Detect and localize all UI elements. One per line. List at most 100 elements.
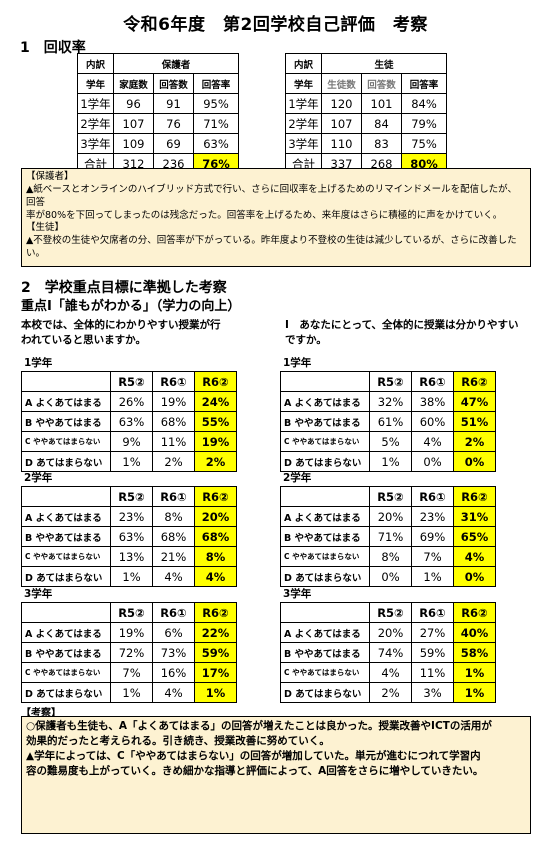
table-row: D あてはまらない 2% 3% 1% [280, 682, 496, 703]
column-header: R6② [194, 371, 237, 392]
cell-highlight: 58% [453, 642, 496, 663]
comment-label-students: 【生徒】 [26, 222, 65, 233]
cell: 59% [411, 642, 454, 663]
row-label: D あてはまらない [280, 566, 370, 587]
cell: 68% [152, 526, 195, 547]
table-row: C ややあてはまらない 7% 16% 17% [21, 662, 237, 683]
column-header: R5② [110, 371, 153, 392]
cell: 6% [152, 622, 195, 643]
cell: 2% [152, 451, 195, 472]
section2-subheading: 重点Ⅰ「誰もがわかる」（学力の向上） [21, 299, 241, 314]
grade-label: 2学年 [24, 472, 53, 484]
grade-label: 1学年 [24, 357, 53, 369]
row-label: 2学年 [285, 113, 322, 134]
cell: 101 [361, 93, 402, 114]
cell: 2% [369, 682, 412, 703]
survey-table-left: R5② R6① R6② A よくあてはまる 19% 6% 22% B ややあてはまる 72% 73… [21, 602, 237, 703]
row-label: D あてはまらない [280, 451, 370, 472]
analysis-text: 容の難易度も上がっていく。きめ細かな指導と評価によって、A回答をさらに増やしてい… [26, 765, 484, 777]
students-question: Ⅰ あなたにとって、全体的に授業は分かりやすい ですか。 [285, 318, 550, 348]
column-header: R6① [411, 486, 454, 507]
col-responses: 回答数 [153, 73, 194, 94]
header-blank [280, 371, 370, 392]
row-label: 1学年 [285, 93, 322, 114]
cell: 73% [152, 642, 195, 663]
cell-highlight: 22% [194, 622, 237, 643]
row-label: 1学年 [77, 93, 114, 114]
cell: 107 [321, 113, 362, 134]
row-label: C ややあてはまらない [21, 431, 111, 452]
cell: 3% [411, 682, 454, 703]
table-row: 2学年 107 76 71% [77, 113, 240, 134]
cell: 63% [110, 411, 153, 432]
cell: 23% [411, 506, 454, 527]
cell-highlight: 68% [194, 526, 237, 547]
row-label: C ややあてはまらない [21, 662, 111, 683]
table-row: 2学年 107 84 79% [285, 113, 447, 134]
table-row: 1学年 120 101 84% [285, 93, 447, 114]
table-row: C ややあてはまらない 8% 7% 4% [280, 546, 496, 567]
cell: 61% [369, 411, 412, 432]
row-label: D あてはまらない [21, 451, 111, 472]
cell: 1% [411, 566, 454, 587]
cell: 19% [110, 622, 153, 643]
cell: 32% [369, 391, 412, 412]
row-label: 3学年 [77, 133, 114, 154]
cell: 11% [411, 662, 454, 683]
cell: 1% [110, 682, 153, 703]
cell: 4% [369, 662, 412, 683]
grade-label: 3学年 [24, 588, 53, 600]
column-header: R6② [453, 486, 496, 507]
column-header: R6② [453, 602, 496, 623]
row-label: A よくあてはまる [280, 391, 370, 412]
row-label: D あてはまらない [21, 566, 111, 587]
row-label: A よくあてはまる [280, 506, 370, 527]
cell: 16% [152, 662, 195, 683]
table-row: C ややあてはまらない 4% 11% 1% [280, 662, 496, 683]
cell: 75% [401, 133, 447, 154]
cell-highlight: 19% [194, 431, 237, 452]
row-label: B ややあてはまる [280, 642, 370, 663]
cell: 1% [110, 566, 153, 587]
cell: 1% [369, 451, 412, 472]
column-header: R5② [369, 602, 412, 623]
cell-highlight: 2% [194, 451, 237, 472]
col-students: 生徒数 [321, 73, 362, 94]
cell: 109 [113, 133, 154, 154]
cell-highlight: 1% [453, 682, 496, 703]
analysis-text: ○保護者も生徒も、A「よくあてはまる」の回答が増えたことは良かった。授業改善やI… [26, 720, 492, 732]
row-label: D あてはまらない [21, 682, 111, 703]
col-rate: 回答率 [401, 73, 447, 94]
cell: 91 [153, 93, 194, 114]
analysis-text: 効果的だったと考えられる。引き続き、授業改善に努めていく。 [26, 735, 330, 747]
cell: 27% [411, 622, 454, 643]
cell: 9% [110, 431, 153, 452]
cell: 74% [369, 642, 412, 663]
cell: 63% [110, 526, 153, 547]
cell: 0% [411, 451, 454, 472]
cell: 11% [152, 431, 195, 452]
table-row: B ややあてはまる 72% 73% 59% [21, 642, 237, 663]
column-header: R6① [411, 371, 454, 392]
table-row: 3学年 109 69 63% [77, 133, 240, 154]
section1-heading: 1 回収率 [20, 40, 86, 56]
cell: 83 [361, 133, 402, 154]
row-label: B ややあてはまる [21, 411, 111, 432]
column-header: R6② [453, 371, 496, 392]
col-households: 家庭数 [113, 73, 154, 94]
cell: 71% [369, 526, 412, 547]
col-grade: 学年 [77, 73, 114, 94]
question-line: われていると思いますか。 [21, 334, 146, 346]
question-line: 本校では、全体的にわかりやすい授業が行 [21, 319, 221, 331]
col-rate: 回答率 [192, 73, 240, 94]
cell-highlight: 4% [453, 546, 496, 567]
cell-highlight: 55% [194, 411, 237, 432]
survey-table-left: R5② R6① R6② A よくあてはまる 23% 8% 20% B ややあてはまる 63% 68… [21, 486, 237, 587]
row-label: A よくあてはまる [21, 506, 111, 527]
row-label: B ややあてはまる [280, 526, 370, 547]
cell: 84 [361, 113, 402, 134]
grade-label: 3学年 [283, 588, 312, 600]
table-row: C ややあてはまらない 13% 21% 8% [21, 546, 237, 567]
row-label: A よくあてはまる [280, 622, 370, 643]
col-grade: 学年 [285, 73, 322, 94]
